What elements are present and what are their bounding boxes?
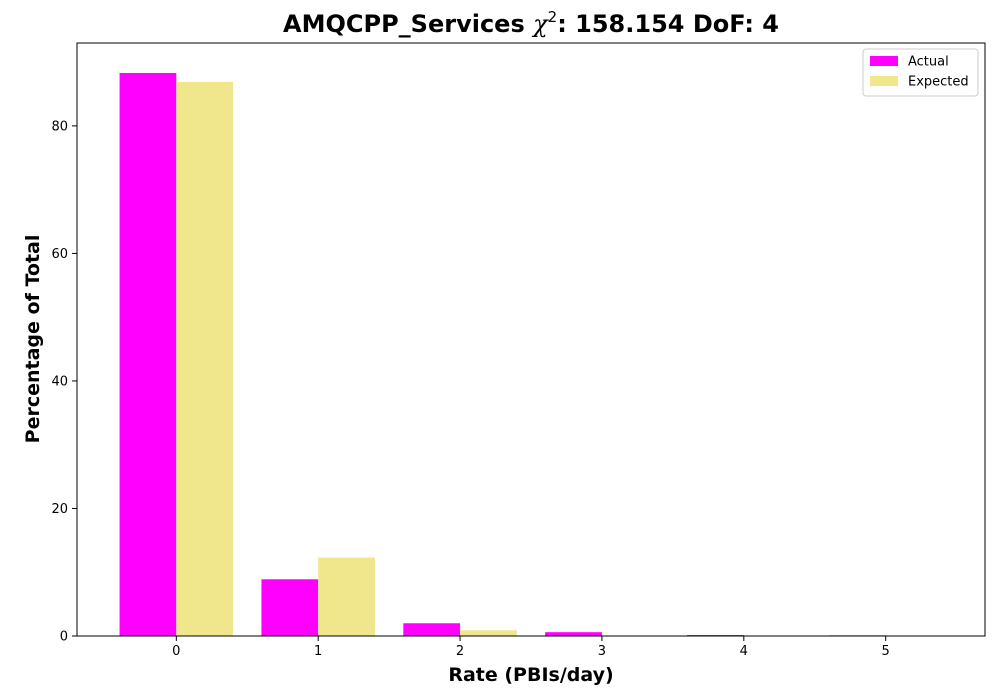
x-tick-label: 5	[882, 644, 890, 659]
bar-expected-2	[460, 630, 517, 636]
bar-actual-2	[403, 623, 461, 636]
x-tick-label: 4	[740, 644, 748, 659]
legend-label-actual: Actual	[908, 55, 949, 70]
y-tick-label: 20	[51, 502, 68, 517]
y-axis-label: Percentage of Total	[22, 235, 44, 444]
bar-actual-3	[545, 632, 602, 636]
chart-title-rest: : 158.154 DoF: 4	[557, 10, 779, 38]
x-tick-label: 0	[172, 644, 180, 659]
plot-area: 0 1 2 3 4 5 0 20 40 60 80	[51, 42, 986, 659]
plot-frame	[76, 42, 986, 637]
y-tick-label: 80	[51, 119, 68, 134]
x-tick-label: 1	[314, 644, 322, 659]
bar-actual-1	[261, 579, 319, 636]
x-axis-label: Rate (PBIs/day)	[448, 664, 613, 686]
chart-title-superscript: 2	[548, 8, 558, 26]
legend-label-expected: Expected	[908, 75, 969, 90]
legend-swatch-expected	[870, 76, 898, 86]
y-tick-label: 0	[60, 630, 68, 645]
legend-swatch-actual	[870, 56, 898, 66]
bar-actual-0	[119, 72, 177, 637]
bar-expected-1	[318, 557, 375, 636]
legend: Actual Expected	[862, 48, 979, 97]
chart-title-chi: χ	[531, 10, 549, 38]
x-tick-label: 3	[598, 644, 606, 659]
bar-expected-0	[176, 81, 234, 637]
y-tick-label: 40	[51, 374, 68, 389]
chart-title: AMQCPP_Services χ2: 158.154 DoF: 4	[283, 8, 779, 38]
chart-title-main: AMQCPP_Services	[283, 10, 533, 38]
x-tick-label: 2	[456, 644, 464, 659]
y-tick-label: 60	[51, 247, 68, 262]
